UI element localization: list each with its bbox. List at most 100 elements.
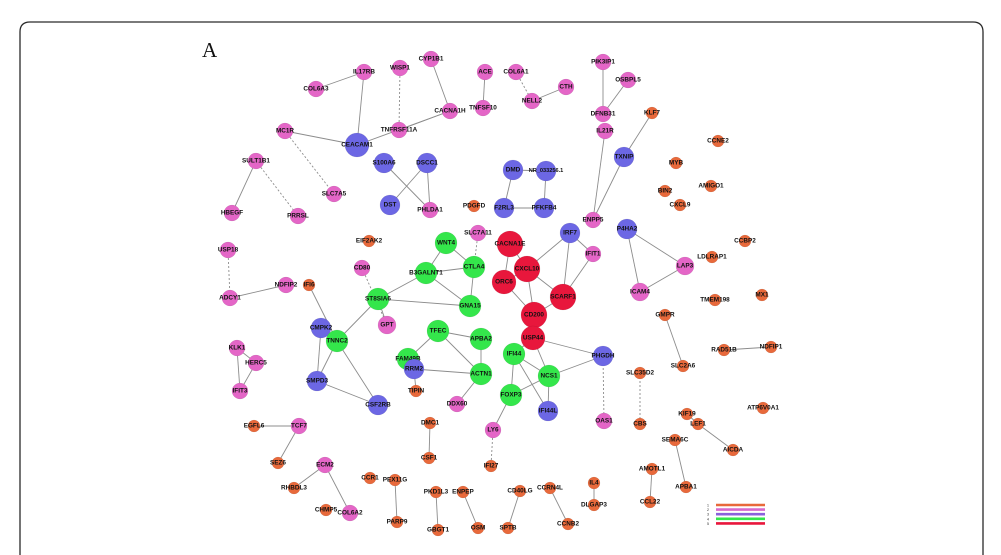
node-circle-rad51b <box>717 343 731 357</box>
node-label-parp9: PARP9 <box>387 519 408 526</box>
node-circle-ctla4 <box>462 255 486 279</box>
node-pdgfd: PDGFD <box>463 199 486 213</box>
node-ifi44l: IFI44L <box>537 400 559 422</box>
node-circle-ndfip1 <box>764 340 778 354</box>
node-ceacam1: CEACAM1 <box>341 132 373 158</box>
edge-lef1-aicda <box>697 423 734 451</box>
node-label-il17rb: IL17RB <box>353 69 375 76</box>
node-cyp1b1: CYP1B1 <box>419 50 444 68</box>
node-usp18: USP18 <box>218 241 239 259</box>
node-circle-klf7 <box>645 106 659 120</box>
node-circle-tnfrsf11a <box>390 121 408 139</box>
node-usp44: USP44 <box>520 325 546 351</box>
node-circle-myb <box>669 156 683 170</box>
node-amigo1: AMIGO1 <box>698 179 724 193</box>
node-label-col6a2: COL6A2 <box>337 510 363 517</box>
node-lef1: LEF1 <box>690 417 706 431</box>
node-pfkfb4: PFKFB4 <box>532 197 557 219</box>
node-tcf7: TCF7 <box>290 417 308 435</box>
node-icam4: ICAM4 <box>630 282 650 302</box>
node-circle-sult1b1 <box>247 152 265 170</box>
node-circle-ndfip2 <box>277 276 295 294</box>
node-aicda: AICDA <box>723 443 743 457</box>
node-circle-tfec <box>426 319 450 343</box>
node-circle-ccne2 <box>711 134 725 148</box>
node-chmp5: CHMP5 <box>315 503 338 517</box>
node-label-hbegf: HBEGF <box>221 210 243 217</box>
node-circle-amigo1 <box>704 179 718 193</box>
node-circle-tcf7 <box>290 417 308 435</box>
node-label-dmc1: DMC1 <box>421 420 440 427</box>
node-label-cacna1e: CACNA1E <box>495 241 527 248</box>
node-nell2: NELL2 <box>522 92 543 110</box>
node-enpep: ENPEP <box>452 485 475 499</box>
edge-phgdh-oas1 <box>602 355 605 422</box>
edge-usp44-phgdh <box>532 337 604 357</box>
node-label-tfec: TFEC <box>430 328 447 335</box>
node-ncs1: NCS1 <box>537 364 561 388</box>
node-sptb: SPTB <box>499 521 517 535</box>
node-circle-csf2rb <box>367 394 389 416</box>
panel-frame <box>19 21 984 555</box>
node-circle-tmem198 <box>708 293 722 307</box>
node-atp6v0a1: ATP6V0A1 <box>747 401 779 415</box>
node-label-smpd3: SMPD3 <box>306 378 328 385</box>
node-ly6: LY6 <box>484 421 502 439</box>
node-circle-apba2 <box>469 327 493 351</box>
node-wnt4: WNT4 <box>434 231 458 255</box>
legend-label-5: 5 <box>707 521 710 526</box>
node-label-st8sia6: ST8SIA6 <box>365 296 391 303</box>
node-wisp1: WISP1 <box>390 59 410 77</box>
node-circle-ifi44 <box>502 342 526 366</box>
node-label-cd40lg: CD40LG <box>507 488 532 495</box>
edge-mc1r-ceacam1 <box>284 130 358 146</box>
node-circle-cd80 <box>353 259 371 277</box>
node-label-slc7a5: SLC7A5 <box>322 191 347 198</box>
edge-pex11g-parp9 <box>394 479 398 523</box>
node-label-f2rl3: F2RL3 <box>494 205 514 212</box>
node-circle-prrsl <box>289 207 307 225</box>
node-label-phlda1: PHLDA1 <box>417 207 443 214</box>
node-label-ddx60: DDX60 <box>447 401 468 408</box>
edge-gmpr-slc2a6 <box>664 314 684 367</box>
node-label-col6a3: COL6A3 <box>303 86 329 93</box>
node-circle-col6a2 <box>341 504 359 522</box>
node-cd80: CD80 <box>353 259 371 277</box>
node-mc1r: MC1R <box>276 122 294 140</box>
node-circle-dfnb31 <box>594 105 612 123</box>
node-circle-pex11g <box>388 473 402 487</box>
node-scarf1: SCARF1 <box>549 283 577 311</box>
node-circle-mc1r <box>276 122 294 140</box>
node-nr-033256-1: NR_033256.1 <box>529 160 563 182</box>
node-ace: ACE <box>476 63 494 81</box>
node-label-ifi44l: IFI44L <box>539 408 558 415</box>
node-label-fam49b: FAM49B <box>395 356 421 363</box>
node-label-ceacam1: CEACAM1 <box>341 142 373 149</box>
node-b3galnt1: B3GALNT1 <box>409 261 443 285</box>
node-label-pex11g: PEX11G <box>383 477 408 484</box>
node-label-ace: ACE <box>478 69 492 76</box>
node-circle-b3galnt1 <box>414 261 438 285</box>
node-label-cbs: CBS <box>633 421 647 428</box>
node-label-ccnb2: CCNB2 <box>557 521 579 528</box>
node-label-tnnc2: TNNC2 <box>326 338 348 345</box>
edge-sult1b1-hbegf <box>231 160 257 214</box>
node-label-ifi27: IFI27 <box>484 463 499 470</box>
node-label-ndfip2: NDFIP2 <box>275 282 298 289</box>
node-col6a3: COL6A3 <box>303 80 329 98</box>
node-circle-aicda <box>726 443 740 457</box>
node-circle-lef1 <box>691 417 705 431</box>
node-apba2: APBA2 <box>469 327 493 351</box>
node-circle-ifi27 <box>484 459 498 473</box>
node-il17rb: IL17RB <box>353 63 375 81</box>
node-ccrn4l: CCRN4L <box>537 481 563 495</box>
node-circle-dmd <box>502 159 524 181</box>
node-orc6: ORC6 <box>491 269 517 295</box>
node-label-slc7a11: SLC7A11 <box>464 230 492 237</box>
node-label-osm: OSM <box>471 525 486 532</box>
node-label-amotl1: AMOTL1 <box>639 466 666 473</box>
node-circle-cmpk2 <box>310 317 332 339</box>
node-smpd3: SMPD3 <box>306 370 328 392</box>
node-label-apba1: APBA1 <box>675 484 697 491</box>
node-tmem198: TMEM198 <box>700 293 730 307</box>
